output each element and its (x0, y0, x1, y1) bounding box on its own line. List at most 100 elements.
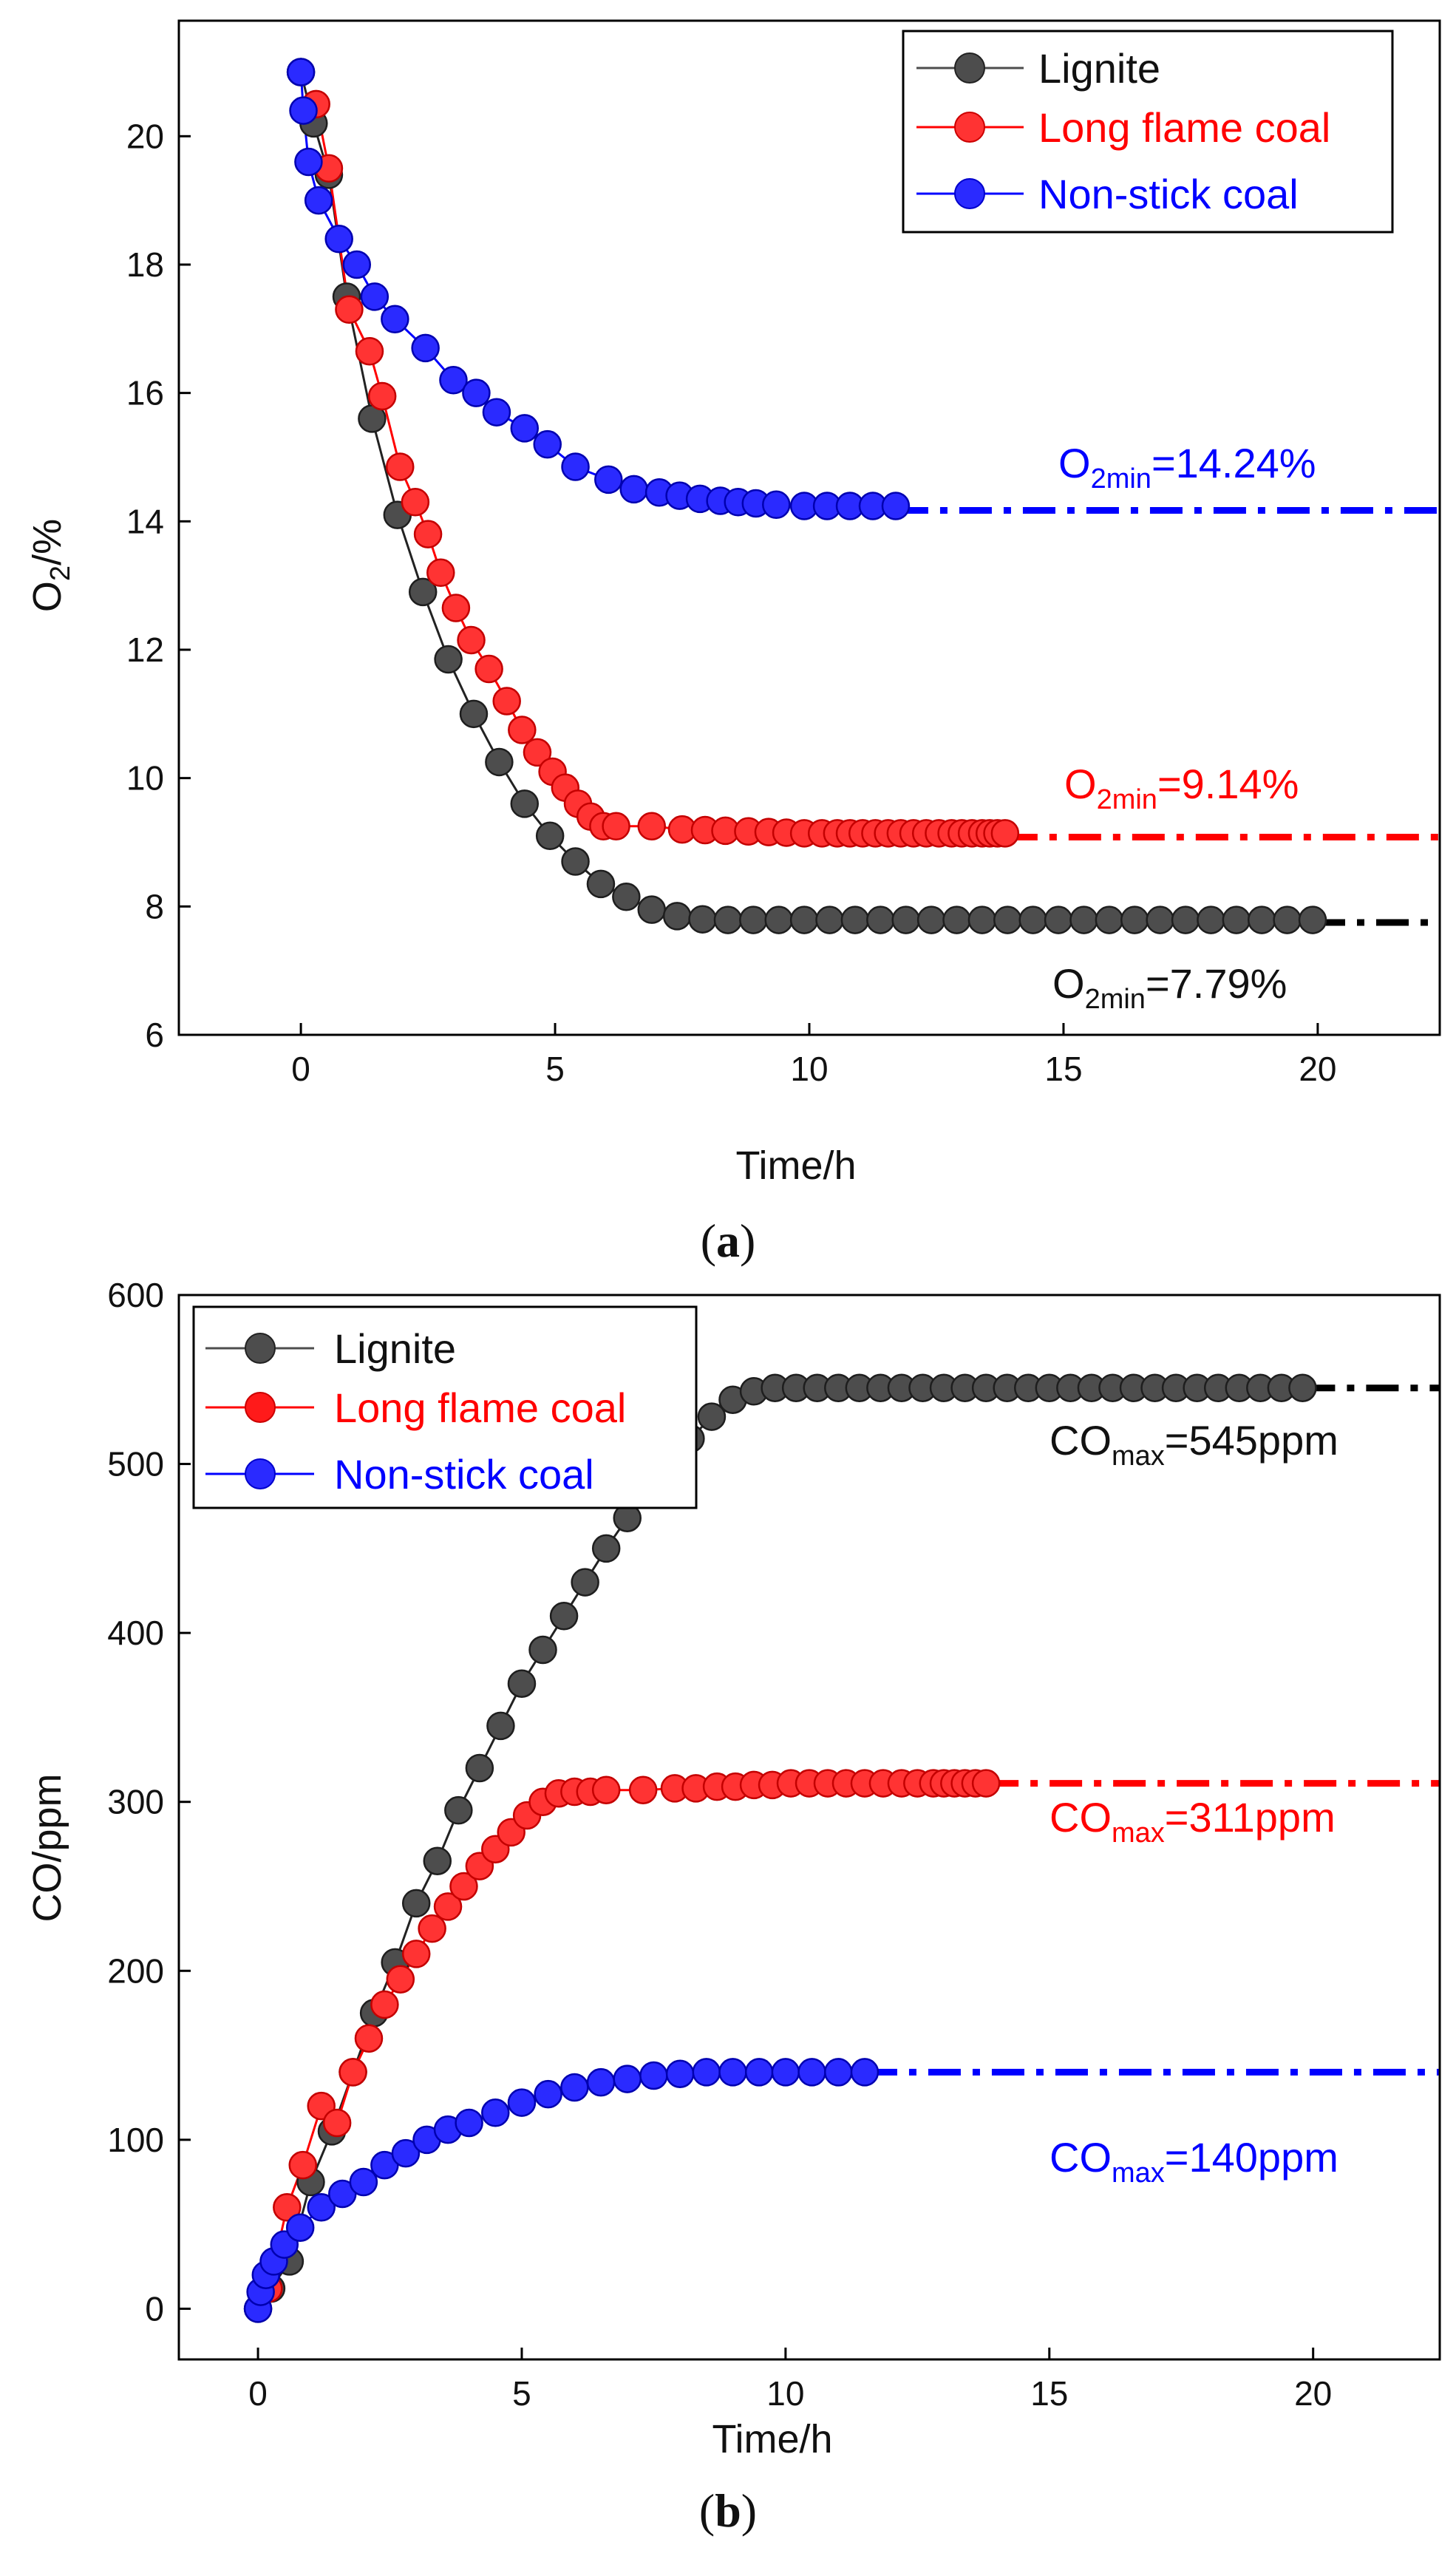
data-point-lignite (612, 883, 641, 911)
data-point-lignite (1044, 905, 1073, 934)
data-point-lignite (1222, 905, 1251, 934)
annotation-sub: max (1112, 1818, 1165, 1849)
data-point-long-flame-coal (971, 1769, 1001, 1798)
data-point-non-stick-coal (307, 2193, 336, 2222)
data-point-lignite (1069, 905, 1098, 934)
data-point-lignite (993, 905, 1022, 934)
data-point-long-flame-coal (457, 625, 486, 655)
data-point-non-stick-coal (304, 186, 333, 215)
legend-entry-lignite: Lignite (205, 1325, 456, 1372)
x-tick-label: 10 (766, 2374, 804, 2413)
data-point-non-stick-coal (439, 366, 468, 395)
legend-label: Lignite (1038, 45, 1160, 92)
legend-marker (245, 1458, 276, 1489)
x-tick-label: 20 (1294, 2374, 1332, 2413)
data-point-long-flame-coal (339, 2058, 367, 2087)
panel-b-plot-frame (177, 1294, 1441, 2361)
data-point-long-flame-coal (433, 1892, 463, 1921)
y-tick-label: 14 (126, 502, 164, 540)
annotation-rest: =7.79% (1146, 960, 1287, 1007)
data-point-long-flame-coal (637, 812, 666, 841)
data-point-long-flame-coal (523, 738, 552, 767)
data-point-lignite (662, 902, 692, 931)
data-point-non-stick-coal (411, 333, 440, 363)
data-point-lignite (1018, 905, 1047, 934)
data-point-non-stick-coal (294, 147, 323, 177)
panel-a-caption: (a) (701, 1214, 756, 1267)
legend-label: Non-stick coal (1038, 171, 1299, 217)
data-point-long-flame-coal (354, 2024, 384, 2053)
data-point-long-flame-coal (355, 336, 384, 366)
annotation-base: CO (1050, 1417, 1112, 1464)
data-point-lignite (1247, 905, 1276, 934)
data-point-long-flame-coal (401, 488, 430, 517)
panel-b-x-axis-label: Time/h (712, 2417, 832, 2461)
data-point-non-stick-coal (797, 2058, 826, 2087)
data-point-long-flame-coal (628, 1775, 658, 1804)
series-line-long-flame-coal (315, 103, 1005, 835)
annotation-lignite-o2min: O2min=7.79% (1052, 960, 1287, 1015)
legend-label: Long flame coal (1038, 104, 1330, 151)
data-point-non-stick-coal (285, 2213, 315, 2242)
data-point-lignite (815, 905, 844, 934)
data-point-long-flame-coal (474, 654, 503, 684)
data-point-non-stick-coal (718, 2058, 747, 2087)
data-point-lignite (739, 905, 768, 934)
legend-entry-non-stick-coal: Non-stick coal (205, 1451, 594, 1498)
data-point-non-stick-coal (850, 2058, 880, 2087)
data-point-lignite (465, 1753, 494, 1783)
data-point-long-flame-coal (508, 716, 537, 744)
data-point-non-stick-coal (342, 250, 372, 279)
series-line-non-stick-coal (299, 72, 896, 507)
data-point-lignite (764, 905, 793, 934)
panel-a-legend: Lignite Long flame coal Non-stick coal (902, 30, 1394, 234)
data-point-lignite (459, 699, 489, 729)
data-point-non-stick-coal (381, 305, 409, 334)
annotation-long-flame-comax: COmax=311ppm (1050, 1794, 1336, 1849)
annotation-base: O (1052, 960, 1085, 1007)
panel-a-axis-ticks: 0 5 10 15 20 6 8 10 12 14 16 18 20 (126, 117, 1337, 1088)
data-point-non-stick-coal (665, 2059, 695, 2088)
annotation-sub: max (1112, 1441, 1165, 1472)
panel-a-y-axis-label: O2/% (25, 519, 76, 612)
data-point-lignite (401, 1889, 431, 1918)
legend-entry-non-stick-coal: Non-stick coal (916, 171, 1299, 217)
annotation-sub: 2min (1097, 784, 1157, 815)
data-point-lignite (942, 905, 971, 934)
data-point-long-flame-coal (591, 1775, 621, 1804)
data-point-lignite (1273, 905, 1302, 934)
data-point-lignite (840, 905, 870, 934)
data-point-non-stick-coal (286, 58, 316, 86)
y-tick-label: 8 (145, 887, 164, 925)
panel-a-caption-letter: a (716, 1214, 740, 1267)
panel-b-y-axis-label: CO/ppm (25, 1773, 69, 1922)
data-point-non-stick-coal (692, 2058, 721, 2087)
y-tick-label: 500 (107, 1445, 164, 1484)
legend-entry-lignite: Lignite (916, 45, 1160, 92)
x-tick-label: 5 (512, 2374, 531, 2413)
panel-b-series-points (243, 1373, 1317, 2323)
data-point-long-flame-coal (401, 1940, 431, 1968)
annotation-non-stick-comax: COmax=140ppm (1050, 2134, 1338, 2189)
y-tick-label: 100 (107, 2121, 164, 2159)
data-point-lignite (1298, 905, 1327, 934)
data-point-lignite (528, 1635, 557, 1665)
y-tick-label: 16 (126, 374, 164, 412)
annotation-non-stick-o2min: O2min=14.24% (1058, 440, 1316, 495)
x-tick-label: 15 (1030, 2374, 1068, 2413)
data-point-lignite (507, 1669, 537, 1698)
data-point-non-stick-coal (881, 492, 911, 520)
data-point-lignite (637, 895, 666, 924)
annotation-base: CO (1050, 1794, 1112, 1841)
annotation-long-flame-o2min: O2min=9.14% (1064, 761, 1299, 815)
data-point-long-flame-coal (602, 812, 630, 841)
data-point-non-stick-coal (391, 2138, 421, 2168)
legend-marker (954, 52, 985, 84)
data-point-lignite (561, 847, 590, 876)
annotation-lignite-comax: COmax=545ppm (1050, 1417, 1338, 1472)
y-label-sub: 2 (45, 565, 76, 581)
data-point-lignite (485, 747, 514, 777)
legend-entry-long-flame-coal: Long flame coal (205, 1384, 626, 1431)
legend-label: Long flame coal (334, 1384, 626, 1431)
y-label-base: CO/ppm (25, 1773, 69, 1922)
